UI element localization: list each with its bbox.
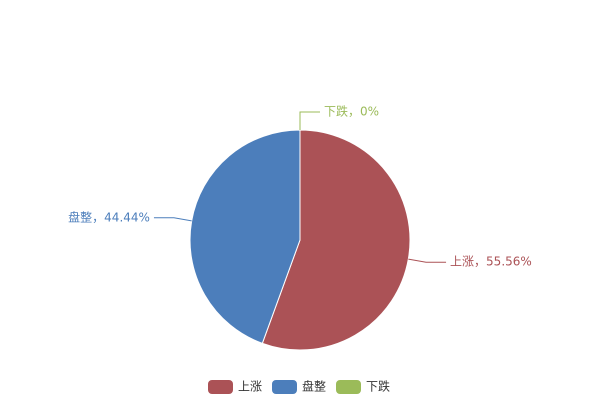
legend-swatch xyxy=(208,380,233,394)
pie-slice xyxy=(261,129,411,351)
legend-swatch xyxy=(336,380,361,394)
legend-label: 盘整 xyxy=(302,379,326,394)
legend-label: 下跌 xyxy=(366,379,390,394)
legend-label: 上涨 xyxy=(238,379,262,394)
leader-line xyxy=(408,258,447,263)
leader-line xyxy=(299,111,320,130)
data-label: 盘整，44.44% xyxy=(68,209,150,224)
legend-swatch xyxy=(272,380,297,394)
leader-line xyxy=(153,217,192,222)
data-label: 下跌，0% xyxy=(324,104,379,119)
data-label: 上涨，55.56% xyxy=(450,254,532,269)
